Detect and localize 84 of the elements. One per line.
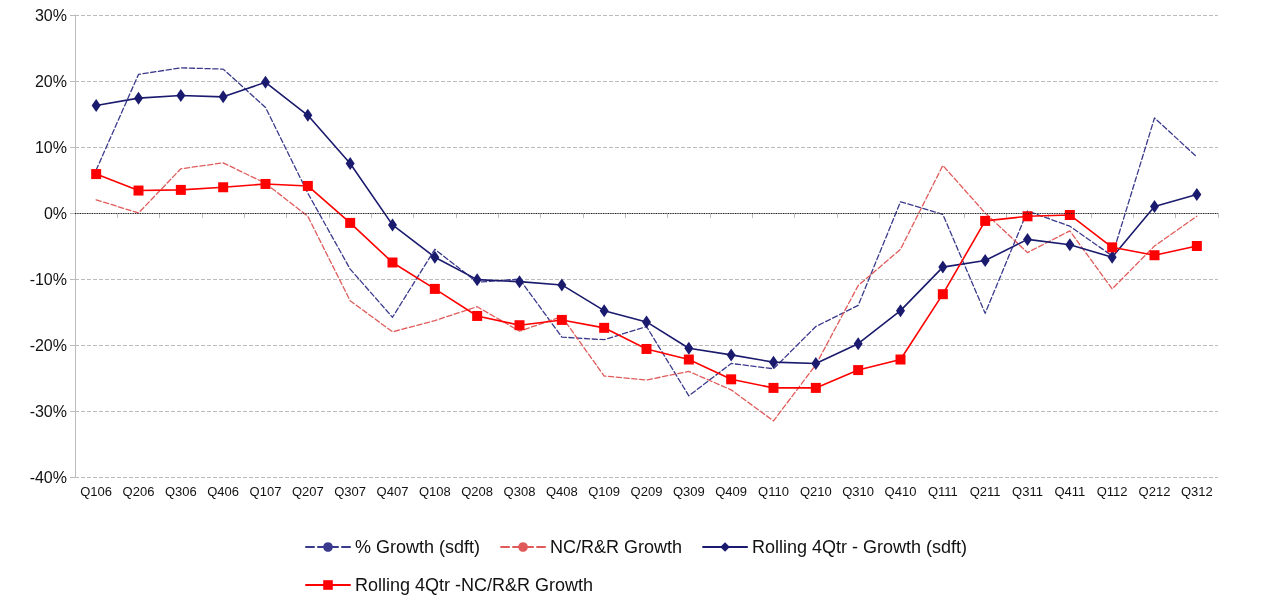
point (514, 320, 525, 331)
point (472, 310, 483, 321)
y-tick-label: 0% (43, 204, 67, 222)
x-tick-label: Q106 (80, 484, 113, 499)
point (1107, 242, 1118, 253)
point (91, 169, 102, 180)
x-tick-label: Q409 (715, 484, 748, 499)
x-tick-label: Q311 (1012, 484, 1043, 499)
y-tick-label: 20% (34, 72, 67, 90)
point (1107, 250, 1117, 264)
point (345, 217, 356, 228)
x-tick-label: Q107 (249, 484, 282, 499)
point (937, 289, 948, 300)
point (684, 341, 694, 355)
point (980, 254, 990, 268)
point (895, 354, 906, 365)
point (938, 260, 948, 274)
point (1022, 211, 1033, 222)
y-tick-label: -20% (29, 336, 67, 354)
point (599, 304, 609, 318)
x-tick-label: Q310 (842, 484, 875, 499)
point (1149, 250, 1160, 261)
point (345, 157, 355, 170)
x-tick-label: Q406 (207, 484, 240, 499)
point (726, 374, 737, 385)
point (387, 257, 398, 268)
x-tick-label: Q211 (969, 484, 1001, 499)
point (303, 108, 313, 122)
legend-label: NC/R&R Growth (550, 537, 683, 557)
point (599, 322, 610, 333)
point (641, 343, 652, 354)
x-tick-label: Q208 (461, 484, 494, 499)
y-tick-label: 10% (34, 138, 67, 156)
point (810, 382, 821, 393)
legend-label: % Growth (sdft) (355, 537, 481, 557)
x-tick-label: Q108 (418, 484, 451, 499)
y-tick-label: -30% (29, 402, 67, 420)
point (1064, 209, 1075, 220)
point (218, 90, 228, 104)
point (176, 89, 186, 103)
point (853, 337, 863, 351)
point (91, 98, 101, 112)
x-tick-label: Q207 (291, 484, 324, 499)
point (726, 348, 736, 362)
y-tick-label: -10% (29, 270, 67, 288)
y-tick-label: -40% (29, 468, 67, 486)
point (430, 250, 440, 264)
x-tick-label: Q312 (1180, 484, 1213, 499)
point (980, 215, 991, 226)
point (302, 180, 313, 191)
y-tick-label: 30% (34, 6, 67, 24)
point (133, 185, 144, 196)
x-tick-label: Q212 (1138, 484, 1171, 499)
point (429, 283, 440, 294)
point (1192, 188, 1202, 202)
x-tick-label: Q408 (545, 484, 578, 499)
point (1065, 238, 1075, 252)
x-tick-label: Q407 (376, 484, 409, 499)
legend-label: Rolling 4Qtr -NC/R&R Growth (355, 575, 594, 595)
point (853, 365, 864, 376)
point (768, 382, 779, 393)
point (811, 356, 821, 370)
x-tick-label: Q410 (884, 484, 917, 499)
point (472, 273, 482, 287)
x-tick-label: Q306 (164, 484, 197, 499)
point (175, 184, 186, 195)
legend-label: Rolling 4Qtr - Growth (sdft) (752, 537, 968, 557)
x-tick-label: Q112 (1096, 484, 1128, 499)
x-tick-label: Q109 (588, 484, 621, 499)
x-tick-label: Q309 (672, 484, 705, 499)
x-tick-label: Q210 (799, 484, 832, 499)
point (556, 314, 567, 325)
x-tick-label: Q206 (122, 484, 155, 499)
point (557, 278, 567, 292)
x-tick-label: Q111 (927, 484, 958, 499)
x-tick-label: Q110 (758, 484, 789, 499)
x-tick-label: Q411 (1054, 484, 1086, 499)
x-tick-label: Q307 (334, 484, 367, 499)
x-tick-label: Q308 (503, 484, 536, 499)
point (1191, 241, 1202, 251)
x-tick-label: Q209 (630, 484, 663, 499)
point (260, 178, 271, 189)
point (683, 354, 694, 365)
point (218, 182, 229, 193)
